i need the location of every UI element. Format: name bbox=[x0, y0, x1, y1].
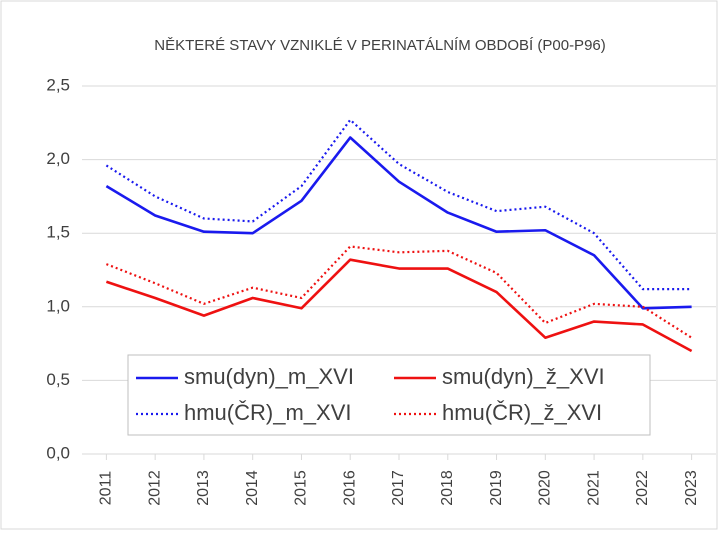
legend-box bbox=[127, 354, 651, 436]
series-line bbox=[105, 245, 693, 339]
x-tick-label: 2017 bbox=[390, 470, 407, 506]
x-tick-label: 2022 bbox=[634, 470, 651, 506]
x-tick-label: 2018 bbox=[439, 470, 456, 506]
y-tick-label: 1,0 bbox=[46, 296, 70, 315]
x-tick-label: 2021 bbox=[585, 470, 602, 506]
x-tick-label: 2013 bbox=[195, 470, 212, 506]
legend-label: smu(dyn)_m_XVI bbox=[184, 364, 354, 389]
series-line bbox=[105, 258, 693, 353]
y-tick-label: 2,0 bbox=[46, 149, 70, 168]
y-tick-label: 0,0 bbox=[46, 443, 70, 462]
legend-label: hmu(ČR)_m_XVI bbox=[184, 400, 351, 425]
x-tick-label: 2011 bbox=[98, 471, 115, 506]
x-tick-label: 2023 bbox=[683, 470, 700, 506]
x-tick-label: 2012 bbox=[146, 470, 163, 506]
legend-label: hmu(ČR)_ž_XVI bbox=[442, 400, 602, 425]
x-tick-label: 2019 bbox=[488, 470, 505, 506]
y-tick-label: 2,5 bbox=[46, 75, 70, 94]
x-tick-label: 2016 bbox=[341, 470, 358, 506]
y-tick-label: 1,5 bbox=[46, 223, 70, 242]
series-line bbox=[105, 118, 692, 291]
x-tick-label: 2014 bbox=[244, 470, 261, 506]
series-line bbox=[105, 136, 692, 310]
x-tick-label: 2020 bbox=[537, 470, 554, 506]
y-tick-label: 0,5 bbox=[46, 370, 70, 389]
x-tick-label: 2015 bbox=[293, 470, 310, 506]
legend-label: smu(dyn)_ž_XVI bbox=[442, 364, 605, 389]
chart-title: NĚKTERÉ STAVY VZNIKLÉ V PERINATÁLNÍM OBD… bbox=[154, 37, 606, 54]
